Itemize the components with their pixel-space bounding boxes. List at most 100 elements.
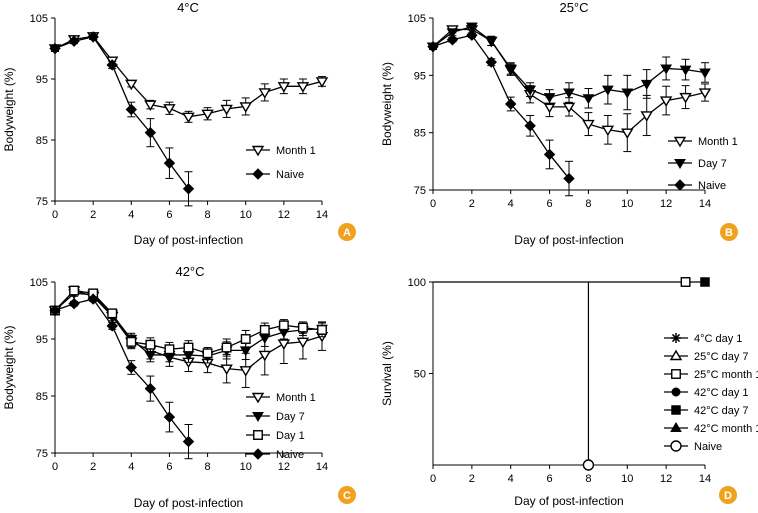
data-point — [221, 342, 232, 353]
data-point — [68, 35, 80, 47]
y-tick-label: 75 — [36, 448, 48, 460]
data-point — [144, 126, 157, 139]
data-point — [182, 112, 195, 124]
data-point — [582, 119, 595, 131]
y-axis-label: Bodyweight (%) — [380, 62, 394, 146]
data-point — [485, 36, 498, 47]
x-tick-label: 4 — [508, 473, 514, 485]
legend-label: Month 1 — [276, 145, 316, 157]
panel-c: 0 2 4 6 8 10 12 14 75 85 95 105 Day of post-infectio… — [2, 264, 356, 510]
x-tick-label: 0 — [430, 473, 436, 485]
x-axis-label: Day of post-infection — [134, 496, 243, 510]
x-tick-label: 6 — [547, 473, 553, 485]
data-point — [621, 128, 634, 140]
data-point — [125, 79, 138, 91]
series-month-1 — [48, 32, 329, 124]
x-tick-label: 14 — [699, 473, 711, 485]
data-point — [698, 88, 712, 99]
y-tick-label: 85 — [36, 391, 48, 403]
chart-title: 25°C — [559, 0, 588, 15]
series-naive — [427, 29, 575, 197]
data-point — [563, 172, 575, 185]
legend: Month 1 Day 7 Day 1 Naive — [246, 392, 316, 461]
data-point — [239, 346, 252, 357]
y-tick-label: 85 — [414, 128, 426, 140]
legend-label: 25°C month 1 — [694, 369, 758, 381]
legend: Month 1 Day 7 Naive — [668, 136, 738, 192]
data-point — [126, 336, 137, 347]
x-axis-label: Day of post-infection — [514, 494, 623, 508]
data-point — [659, 96, 673, 107]
x-tick-label: 8 — [585, 473, 591, 485]
data-point — [679, 92, 692, 104]
data-point — [69, 285, 80, 296]
data-point — [562, 102, 576, 114]
legend-label: Naive — [694, 441, 722, 453]
x-tick-label: 12 — [278, 209, 290, 221]
legend-label: Naive — [276, 449, 304, 461]
legend-marker — [252, 448, 264, 460]
data-point — [660, 64, 673, 75]
data-point — [315, 77, 329, 88]
legend: Month 1 Naive — [246, 145, 316, 181]
data-point — [239, 366, 252, 377]
data-point — [106, 59, 118, 71]
legend-marker — [671, 387, 681, 397]
data-point — [543, 93, 556, 104]
y-tick-label: 75 — [36, 196, 48, 208]
x-tick-label: 6 — [166, 209, 172, 221]
panel-d: 0 2 4 6 8 10 12 14 50 100 Day of post-infection Sur… — [380, 277, 758, 508]
panel-badge-letter: B — [725, 227, 733, 239]
data-point — [504, 64, 517, 75]
legend-label: Day 1 — [276, 430, 305, 442]
legend-marker — [671, 405, 681, 415]
legend-label: 42°C month 1 — [694, 423, 758, 435]
survival-lines — [433, 277, 710, 471]
data-point — [543, 148, 556, 161]
x-tick-label: 2 — [90, 461, 96, 473]
x-tick-label: 10 — [621, 198, 633, 210]
chart-title: 42°C — [175, 264, 204, 279]
data-point — [485, 56, 497, 68]
y-tick-label: 105 — [30, 277, 48, 289]
data-point — [239, 102, 252, 113]
data-point — [220, 104, 233, 116]
y-axis-label: Bodyweight (%) — [2, 325, 16, 409]
legend-label: Day 7 — [276, 411, 305, 423]
x-tick-label: 0 — [430, 198, 436, 210]
chart-title: 4°C — [177, 0, 199, 15]
data-point — [49, 42, 61, 55]
y-tick-label: 75 — [414, 185, 426, 197]
data-point — [258, 350, 272, 362]
y-tick-label: 95 — [36, 334, 48, 346]
data-point — [87, 31, 99, 43]
data-point — [163, 411, 176, 423]
data-point — [505, 98, 517, 110]
legend-marker — [671, 333, 681, 343]
panel-badge — [719, 486, 737, 504]
data-point — [601, 85, 614, 96]
x-tick-label: 6 — [166, 461, 172, 473]
y-axis-label: Bodyweight (%) — [2, 67, 16, 151]
x-tick-label: 10 — [240, 461, 252, 473]
panel-badge — [338, 223, 356, 241]
data-point — [125, 103, 137, 116]
data-point — [296, 337, 310, 349]
data-point — [296, 82, 310, 93]
data-point — [87, 293, 99, 305]
data-point — [680, 277, 691, 287]
x-tick-label: 2 — [90, 209, 96, 221]
data-point — [277, 339, 291, 350]
x-tick-label: 2 — [469, 198, 475, 210]
data-point — [183, 342, 194, 353]
data-point — [163, 157, 176, 169]
data-point — [524, 120, 536, 132]
legend-label: Naive — [276, 169, 304, 181]
legend-marker — [251, 392, 265, 404]
data-point — [621, 88, 634, 99]
panel-badge — [338, 486, 356, 504]
y-tick-label: 95 — [36, 74, 48, 86]
data-point — [563, 88, 575, 99]
x-tick-label: 14 — [316, 461, 328, 473]
data-point — [582, 459, 595, 471]
